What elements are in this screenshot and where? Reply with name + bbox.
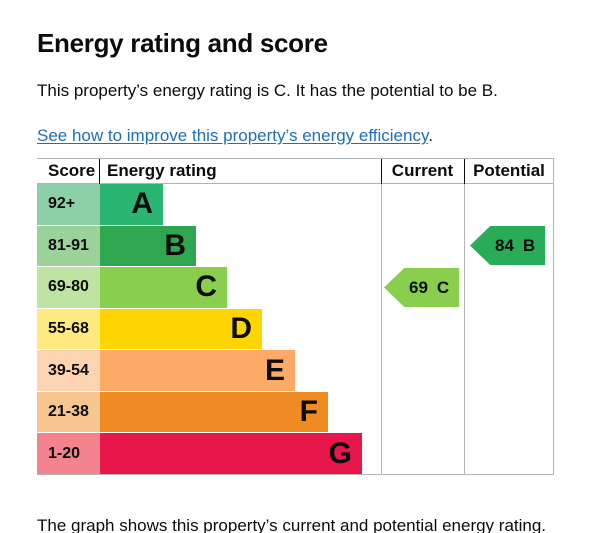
band-letter: G [328, 436, 352, 470]
column-divider [464, 159, 465, 474]
band-bar: E [100, 350, 295, 391]
band-row: 1-20 G [37, 433, 381, 475]
band-letter: A [131, 187, 153, 221]
current-score: 69 [409, 277, 428, 297]
band-score-label: 81-91 [37, 225, 100, 267]
improve-efficiency-link-line: See how to improve this property’s energ… [37, 126, 433, 146]
potential-letter: B [522, 235, 536, 255]
link-suffix: . [428, 126, 433, 145]
band-score-label: 69-80 [37, 267, 100, 308]
potential-score: 84 [495, 235, 514, 255]
band-letter: C [195, 270, 217, 304]
header-divider [464, 159, 465, 184]
band-bar: F [100, 391, 328, 433]
band-row: 69-80 C [37, 267, 381, 308]
band-letter: F [299, 395, 318, 429]
potential-rating-arrow: 84 B [470, 226, 545, 265]
header-divider [381, 159, 382, 184]
band-letter: B [164, 228, 186, 262]
chart-right-border [553, 159, 554, 474]
column-divider [381, 159, 382, 474]
header-energy-rating: Energy rating [107, 161, 217, 180]
band-score-label: 55-68 [37, 308, 100, 350]
epc-chart-header: Score Energy rating Current Potential [37, 159, 554, 184]
header-score: Score [48, 161, 96, 180]
band-bar: D [100, 308, 262, 350]
band-bar: C [100, 267, 227, 308]
header-current: Current [391, 161, 454, 180]
band-letter: E [264, 353, 285, 387]
band-letter: D [230, 312, 252, 346]
band-score-label: 39-54 [37, 350, 100, 391]
band-score-label: 21-38 [37, 391, 100, 433]
band-row: 81-91 B [37, 225, 381, 267]
band-score-label: 92+ [37, 184, 100, 225]
band-row: 39-54 E [37, 350, 381, 391]
band-row: 92+ A [37, 184, 381, 225]
band-rows: 92+ A 81-91 B 69-80 C 55-68 D 39-54 E 21-38 F 1-20 G [37, 184, 381, 475]
band-row: 55-68 D [37, 308, 381, 350]
header-divider [99, 159, 100, 184]
current-rating-arrow: 69 C [384, 268, 459, 307]
improve-efficiency-link[interactable]: See how to improve this property’s energ… [37, 126, 429, 145]
band-bar: A [100, 184, 163, 225]
current-letter: C [436, 277, 450, 297]
epc-chart: Score Energy rating Current Potential 92… [37, 158, 554, 475]
band-score-label: 1-20 [37, 433, 100, 475]
band-bar: G [100, 433, 362, 475]
rating-summary-text: This property’s energy rating is C. It h… [37, 81, 498, 100]
chart-caption: The graph shows this property’s current … [37, 516, 547, 533]
header-potential: Potential [473, 161, 545, 180]
page-title: Energy rating and score [37, 27, 328, 58]
band-bar: B [100, 225, 196, 267]
band-row: 21-38 F [37, 391, 381, 433]
